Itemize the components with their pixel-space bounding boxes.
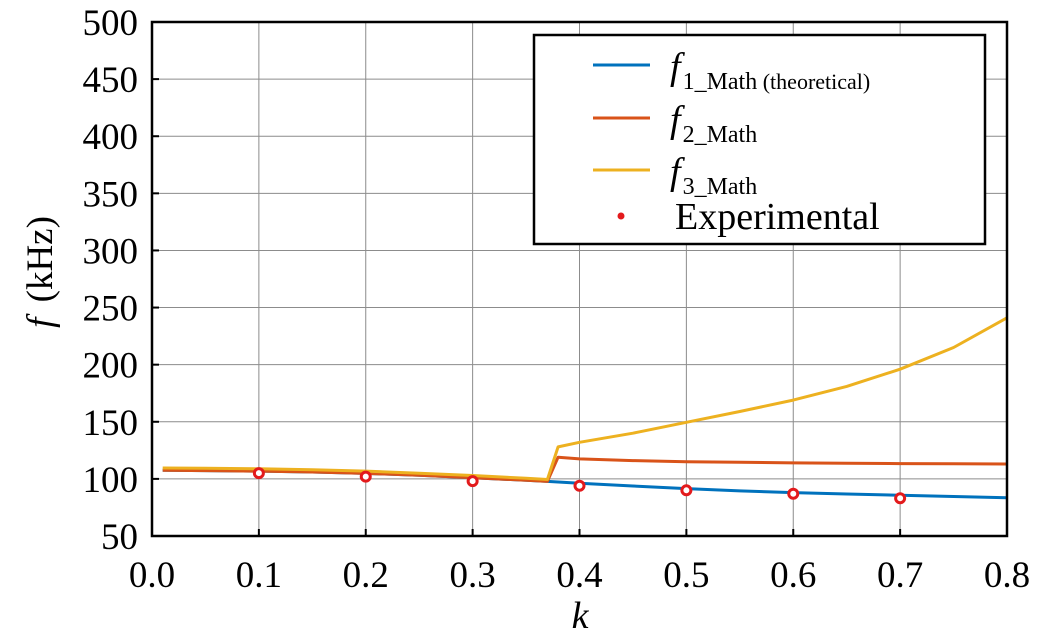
legend-subscript: 3_Math [683,174,758,200]
y-tick-label: 300 [83,231,139,272]
x-tick-label: 0.5 [663,555,709,596]
x-tick-label: 0.6 [770,555,816,596]
y-tick-label: 450 [83,60,139,101]
y-tick-label: 250 [83,289,139,330]
legend-label: f3_Math [670,151,757,200]
x-tick-label: 0.4 [556,555,602,596]
legend-label: f2_Math [670,99,757,148]
y-axis-title: f (kHz) [20,216,61,328]
legend-marker [617,212,625,220]
y-axis-unit: (kHz) [20,216,61,302]
x-tick-label: 0.0 [129,555,175,596]
x-axis-title: k [572,595,590,637]
y-tick-label: 400 [83,117,139,158]
x-tick-label: 0.2 [343,555,389,596]
y-tick-label: 350 [83,174,139,215]
legend-subscript: 2_Math [683,122,758,148]
experimental-point [359,470,372,483]
legend-suffix: (theoretical) [757,69,870,94]
x-tick-label: 0.8 [984,555,1030,596]
experimental-point [573,479,586,492]
x-tick-label: 0.3 [450,555,496,596]
x-tick-label: 0.7 [877,555,923,596]
experimental-point [680,484,693,497]
x-tick-label: 0.1 [236,555,282,596]
series-line-3 [162,316,1008,481]
experimental-point [894,492,907,505]
plot-area [162,316,1008,505]
y-tick-label: 100 [83,460,139,501]
legend: f1_Math (theoretical)f2_Mathf3_MathExper… [532,33,987,246]
experimental-point [787,487,800,500]
legend-label: Experimental [675,196,880,238]
legend-box [532,33,987,246]
legend-subscript: 1_Math [683,69,758,95]
y-tick-label: 150 [83,403,139,444]
y-axis-symbol: f [20,313,61,328]
tick-labels: 0.0 0.1 0.2 0.3 0.4 0.5 0.6 0.7 0.8 50 100 150 200 25… [83,3,1031,596]
y-tick-label: 500 [83,3,139,44]
y-tick-label: 200 [83,346,139,387]
series-line-2 [162,455,1008,483]
y-tick-label: 50 [101,517,138,558]
experimental-point [252,467,265,480]
experimental-point [466,475,479,488]
